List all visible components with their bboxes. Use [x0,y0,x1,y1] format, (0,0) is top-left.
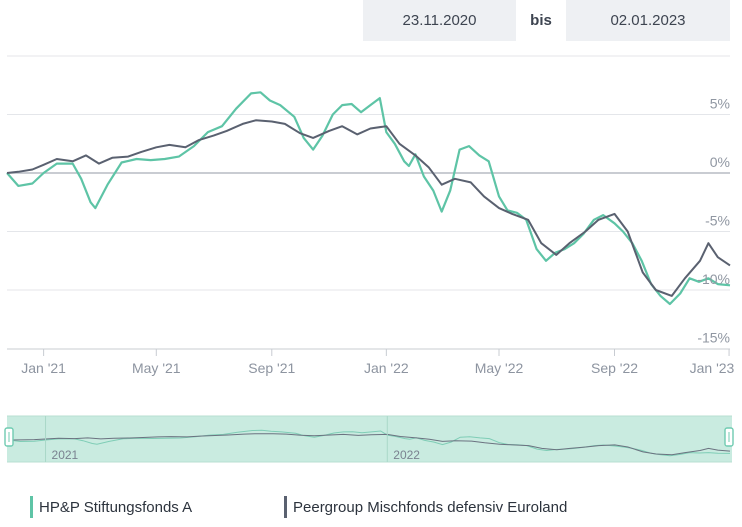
legend-label-fund: HP&P Stiftungsfonds A [39,498,193,516]
x-tick-label: May '21 [132,360,181,376]
y-tick-label: -5% [705,213,730,229]
navigator-selection[interactable] [7,416,732,462]
x-tick-label: May '22 [475,360,524,376]
legend-item-fund[interactable]: HP&P Stiftungsfonds A [30,496,192,518]
x-axis: Jan '21 May '21 Sep '21 Jan '22 May '22 Sep '… [7,348,735,376]
navigator-year-label: 2022 [393,448,420,462]
date-range-separator: bis [530,12,552,29]
y-tick-label: -10% [697,271,730,287]
series-line-peergroup [6,119,731,297]
y-tick-label: 0% [710,154,730,170]
chart-series [6,91,731,306]
range-navigator[interactable]: 2021 2022 [4,415,734,463]
legend-swatch-fund [30,496,33,518]
x-tick-label: Jan '22 [364,360,409,376]
series-line-fund [6,91,731,306]
navigator-series-peergroup [8,433,731,456]
legend-label-peergroup: Peergroup Mischfonds defensiv Euroland [293,498,568,516]
legend-item-peergroup[interactable]: Peergroup Mischfonds defensiv Euroland [284,496,567,518]
y-axis: 5% 0% -5% -10% -15% [697,96,730,346]
x-tick-label: Sep '22 [591,360,638,376]
y-tick-label: -15% [697,330,730,346]
date-to-input[interactable]: 02.01.2023 [566,0,730,41]
legend-swatch-peergroup [284,496,287,518]
date-from-input[interactable]: 23.11.2020 [363,0,516,41]
navigator-series-fund [8,429,731,457]
chart-grid [7,55,730,291]
y-tick-label: 5% [710,96,730,112]
navigator-year-label: 2021 [52,448,79,462]
x-tick-label: Jan '23 [690,360,735,376]
x-tick-label: Jan '21 [21,360,66,376]
x-tick-label: Sep '21 [248,360,295,376]
